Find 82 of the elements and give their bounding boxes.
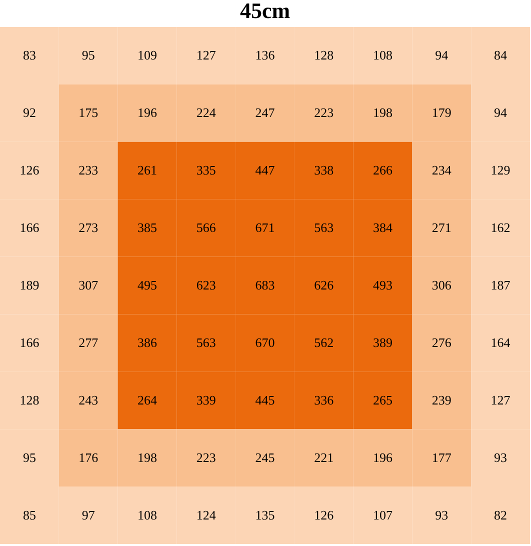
- data-label: 626: [314, 278, 334, 292]
- data-label: 277: [78, 334, 99, 350]
- data-label: 261: [137, 162, 157, 178]
- data-label: 187: [490, 278, 511, 292]
- data-label: 107: [373, 507, 394, 522]
- data-label: 94: [494, 105, 508, 120]
- data-label: 335: [196, 162, 216, 178]
- data-label: 266: [373, 162, 394, 178]
- data-label: 82: [494, 507, 508, 522]
- data-label: 97: [82, 507, 96, 522]
- data-label: 245: [255, 450, 275, 465]
- data-label: 94: [435, 48, 449, 63]
- data-label: 166: [20, 220, 40, 236]
- data-label: 264: [137, 392, 158, 408]
- data-label: 338: [314, 162, 334, 178]
- data-label: 164: [490, 334, 511, 350]
- data-label: 336: [314, 392, 334, 408]
- data-label: 276: [432, 334, 452, 350]
- data-label: 196: [373, 450, 394, 465]
- data-label: 389: [373, 334, 393, 350]
- data-label: 128: [20, 392, 40, 408]
- data-label: 670: [255, 334, 275, 350]
- data-label: 385: [137, 220, 157, 236]
- data-label: 189: [20, 278, 40, 292]
- data-label: 339: [196, 392, 216, 408]
- data-label: 307: [78, 278, 99, 292]
- data-label: 175: [78, 105, 98, 120]
- data-label: 306: [432, 278, 452, 292]
- data-label: 108: [137, 507, 157, 522]
- data-label: 623: [196, 278, 216, 292]
- data-label: 198: [137, 450, 157, 465]
- data-label: 108: [373, 48, 393, 63]
- data-label: 127: [490, 392, 511, 408]
- data-label: 129: [490, 162, 510, 178]
- data-label: 445: [255, 392, 275, 408]
- data-label: 124: [196, 507, 216, 522]
- data-label: 234: [432, 162, 452, 178]
- data-label: 198: [373, 105, 393, 120]
- data-label: 127: [196, 48, 216, 63]
- data-label: 271: [432, 220, 452, 236]
- data-label: 566: [196, 220, 216, 236]
- data-label: 223: [196, 450, 216, 465]
- data-label: 671: [255, 220, 275, 236]
- data-label: 495: [137, 278, 157, 292]
- data-label: 126: [314, 507, 334, 522]
- data-label: 683: [255, 278, 275, 292]
- data-label: 273: [78, 220, 98, 236]
- data-label: 85: [22, 507, 36, 522]
- data-label: 239: [432, 392, 452, 408]
- data-label: 135: [255, 507, 275, 522]
- data-label: 95: [22, 450, 36, 465]
- data-label: 92: [22, 105, 36, 120]
- data-label: 93: [494, 450, 508, 465]
- data-label: 384: [373, 220, 394, 236]
- data-label: 447: [255, 162, 276, 178]
- data-label: 162: [490, 220, 510, 236]
- data-label: 196: [137, 105, 158, 120]
- data-label: 223: [314, 105, 334, 120]
- chart-title: 45cm: [240, 0, 290, 23]
- data-label: 176: [78, 450, 99, 465]
- data-label: 128: [314, 48, 334, 63]
- data-label: 95: [82, 48, 95, 63]
- data-label: 563: [314, 220, 334, 236]
- data-label: 83: [22, 48, 36, 63]
- data-label: 221: [314, 450, 334, 465]
- data-label: 386: [137, 334, 158, 350]
- data-label: 109: [137, 48, 157, 63]
- data-label: 179: [432, 105, 452, 120]
- data-label: 243: [78, 392, 98, 408]
- data-label: 247: [255, 105, 276, 120]
- data-label: 126: [20, 162, 40, 178]
- data-label: 562: [314, 334, 334, 350]
- data-label: 166: [20, 334, 40, 350]
- data-label: 493: [373, 278, 393, 292]
- data-label: 563: [196, 334, 216, 350]
- data-label: 136: [255, 48, 276, 63]
- data-label: 224: [196, 105, 216, 120]
- data-label: 177: [432, 450, 452, 465]
- data-label: 233: [78, 162, 98, 178]
- data-label: 84: [494, 48, 508, 63]
- data-label: 265: [373, 392, 393, 408]
- data-label: 93: [435, 507, 448, 522]
